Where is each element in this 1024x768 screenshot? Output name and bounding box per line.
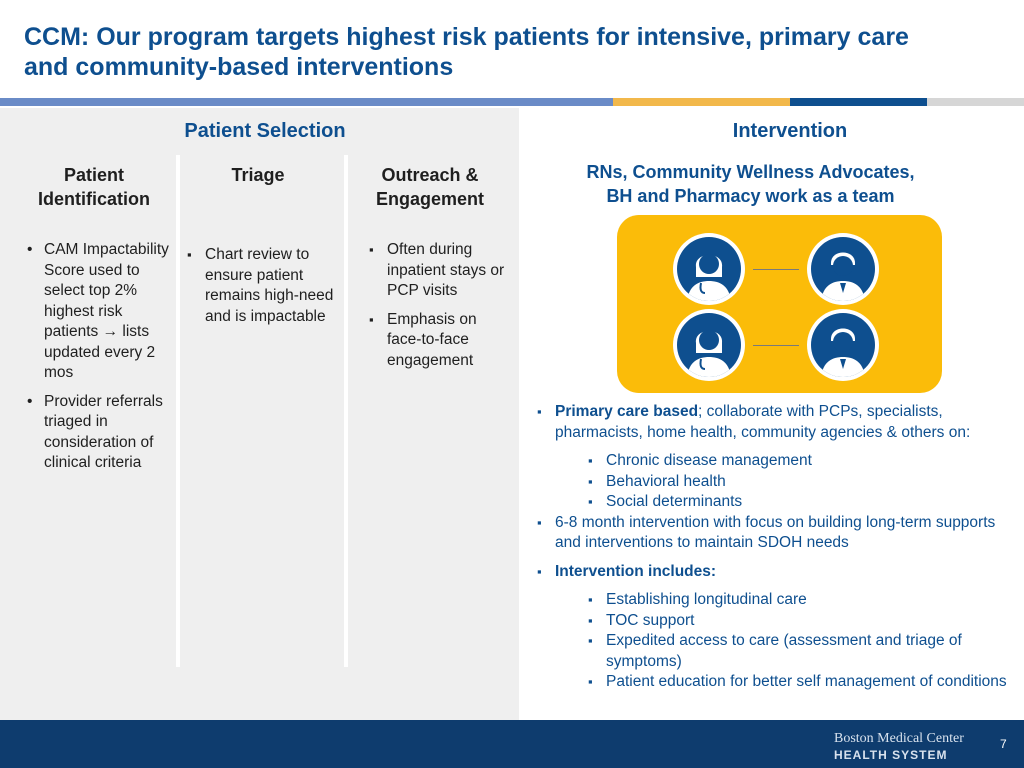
list-item-emphasis: Intervention includes: [555, 562, 717, 580]
list-item: Provider referrals triaged in considerat… [24, 392, 172, 474]
sub-list-item: Chronic disease management [588, 451, 1017, 472]
team-connector [753, 345, 799, 346]
list-item-text: ; collaborate with PCPs, specialists, ph… [555, 403, 971, 441]
logo-line: HEALTH SYSTEM [834, 748, 948, 762]
list-item-text: Provider referrals triaged in considerat… [44, 392, 163, 472]
care-team-graphic [617, 215, 942, 393]
column-header-line: Triage [231, 165, 285, 185]
list-item: Intervention includes: Establishing long… [537, 562, 1017, 693]
slide-title: CCM: Our program targets highest risk pa… [24, 22, 1004, 82]
team-connector [753, 269, 799, 270]
header-stripe-navy [790, 98, 927, 106]
list-item: Primary care based; collaborate with PCP… [537, 402, 1017, 513]
list-item-text: CAM Impactability Score used to select t… [44, 241, 169, 340]
column-header-line: Outreach & [381, 165, 479, 185]
page-number: 7 [1000, 737, 1007, 751]
column-header-outreach-engagement: Outreach & Engagement [350, 163, 510, 211]
list-item-emphasis: Primary care based [555, 403, 699, 420]
list-item: CAM Impactability Score used to select t… [24, 240, 172, 384]
male-staff-icon [807, 233, 879, 305]
arrow-right-icon: → [102, 323, 119, 340]
patient-selection-heading: Patient Selection [184, 120, 346, 142]
team-caption-line: BH and Pharmacy work as a team [606, 186, 895, 206]
footer-bar [0, 720, 1024, 768]
list-item: Emphasis on face-to-face engagement [369, 310, 514, 372]
outreach-engagement-list: Often during inpatient stays or PCP visi… [369, 240, 514, 379]
sub-list: Chronic disease management Behavioral he… [588, 451, 1017, 513]
sub-list-item: Expedited access to care (assessment and… [588, 631, 1017, 672]
female-nurse-icon [673, 309, 745, 381]
patient-identification-list: CAM Impactability Score used to select t… [24, 240, 172, 482]
sub-list-item: Social determinants [588, 492, 1017, 513]
list-item-text: lists updated every 2 mos [44, 323, 156, 381]
column-header-line: Patient [63, 165, 124, 185]
sub-list-item: Patient education for better self manage… [588, 672, 1017, 693]
column-header-patient-identification: Patient Identification [8, 163, 180, 211]
column-header-line: Engagement [375, 189, 485, 209]
intervention-list: Primary care based; collaborate with PCP… [537, 402, 1017, 701]
list-item: Chart review to ensure patient remains h… [187, 245, 337, 327]
triage-list: Chart review to ensure patient remains h… [187, 245, 337, 335]
column-divider [344, 155, 348, 667]
column-header-triage: Triage [182, 163, 334, 187]
male-staff-icon [807, 309, 879, 381]
slide-title-line1: CCM: Our program targets highest risk pa… [24, 23, 909, 51]
sub-list-item: Establishing longitudinal care [588, 590, 1017, 611]
header-stripe-gold [613, 98, 790, 106]
list-item-text: 6-8 month intervention with focus on bui… [555, 513, 996, 552]
logo-line: Boston Medical Center [834, 731, 964, 746]
list-item: 6-8 month intervention with focus on bui… [537, 513, 1017, 554]
intervention-heading: Intervention [732, 120, 848, 142]
column-header-line: Identification [38, 189, 150, 209]
header-stripe-blue [0, 98, 613, 106]
slide-title-line2: and community-based interventions [24, 53, 454, 81]
female-nurse-icon [673, 233, 745, 305]
sub-list-item: Behavioral health [588, 472, 1017, 493]
team-caption-line: RNs, Community Wellness Advocates, [586, 162, 915, 182]
sub-list-item: TOC support [588, 611, 1017, 632]
team-caption: RNs, Community Wellness Advocates, BH an… [540, 160, 1024, 208]
column-divider [176, 155, 180, 667]
sub-list: Establishing longitudinal care TOC suppo… [588, 590, 1017, 693]
organization-logo: Boston Medical Center HEALTH SYSTEM [834, 731, 964, 763]
header-stripe-gray [927, 98, 1024, 106]
list-item: Often during inpatient stays or PCP visi… [369, 240, 514, 302]
